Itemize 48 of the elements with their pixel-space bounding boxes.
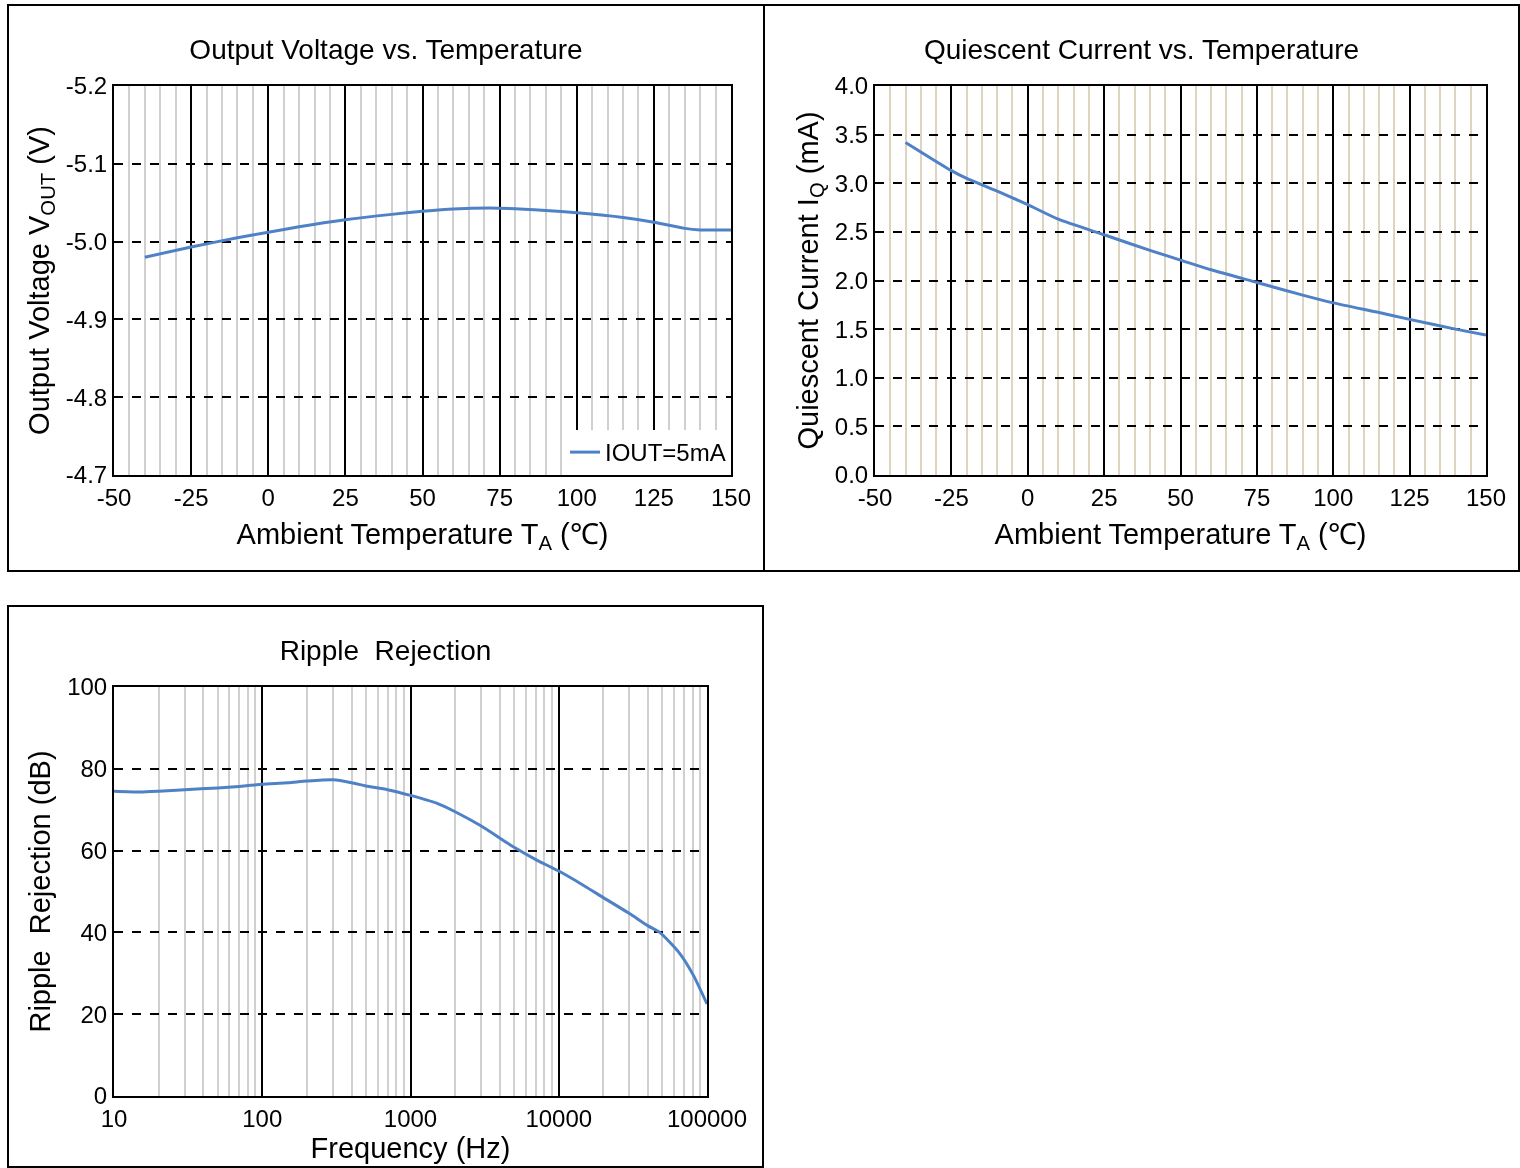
y-tick-label: 3.0 — [834, 169, 869, 197]
y-tick-label: -5.0 — [65, 228, 108, 255]
y-tick-label: 20 — [80, 1000, 108, 1028]
x-tick-label: 25 — [1090, 483, 1118, 511]
y-tick-label: 100 — [67, 673, 108, 701]
y-tick-label: -4.9 — [65, 305, 108, 333]
y-tick-label: 1.0 — [834, 364, 869, 392]
x-tick-label: -25 — [173, 483, 209, 511]
x-tick-label: 100 — [1313, 483, 1354, 511]
x-tick-label: 50 — [409, 483, 436, 511]
x-tick-label: 75 — [486, 483, 513, 511]
x-tick-label: 150 — [710, 483, 752, 511]
chart-title: Quiescent Current vs. Temperature — [923, 34, 1360, 66]
x-tick-label: 75 — [1243, 483, 1271, 511]
x-tick-label: -25 — [934, 483, 969, 511]
chart-title: Ripple Rejection — [279, 635, 492, 667]
x-tick-label: 0 — [1021, 483, 1035, 511]
x-tick-label: 100000 — [666, 1104, 748, 1132]
x-tick-label: 100 — [242, 1104, 283, 1132]
x-axis-title: Ambient Temperature T$_{A}$ (℃) — [994, 518, 1367, 555]
y-tick-label: -4.8 — [65, 383, 108, 411]
y-tick-label: 40 — [80, 918, 108, 946]
x-tick-label: 10000 — [525, 1104, 593, 1132]
y-tick-label: -5.2 — [65, 72, 108, 100]
x-tick-label: 25 — [332, 483, 359, 511]
y-tick-label: -5.1 — [65, 150, 108, 178]
y-tick-label: 60 — [80, 837, 108, 864]
x-tick-label: 1000 — [383, 1104, 438, 1132]
x-tick-label: 150 — [1465, 483, 1507, 511]
y-tick-label: 3.5 — [834, 121, 869, 149]
x-axis-title: Frequency (Hz) — [310, 1131, 511, 1164]
line-series — [904, 140, 1486, 337]
x-tick-label: 100 — [556, 483, 597, 511]
legend-label: IOUT=5mA — [605, 439, 726, 467]
x-tick-label: 0 — [261, 483, 275, 511]
y-tick-label: 4.0 — [834, 72, 869, 100]
chart-title: Output Voltage vs. Temperature — [189, 34, 583, 66]
x-tick-label: 50 — [1167, 483, 1194, 511]
y-axis-title: Ripple Rejection (dB) — [24, 750, 56, 1033]
x-tick-label: 125 — [1389, 483, 1430, 511]
y-tick-label: 2.0 — [834, 266, 869, 294]
x-axis-title: Ambient Temperature T$_{A}$ (℃) — [236, 518, 609, 555]
y-tick-label: 80 — [80, 755, 108, 783]
y-tick-label: 0.5 — [834, 412, 869, 440]
line-series — [143, 206, 731, 259]
x-tick-label: 125 — [633, 483, 674, 511]
y-tick-label: 2.5 — [834, 218, 869, 246]
y-tick-label: 1.5 — [834, 315, 869, 343]
